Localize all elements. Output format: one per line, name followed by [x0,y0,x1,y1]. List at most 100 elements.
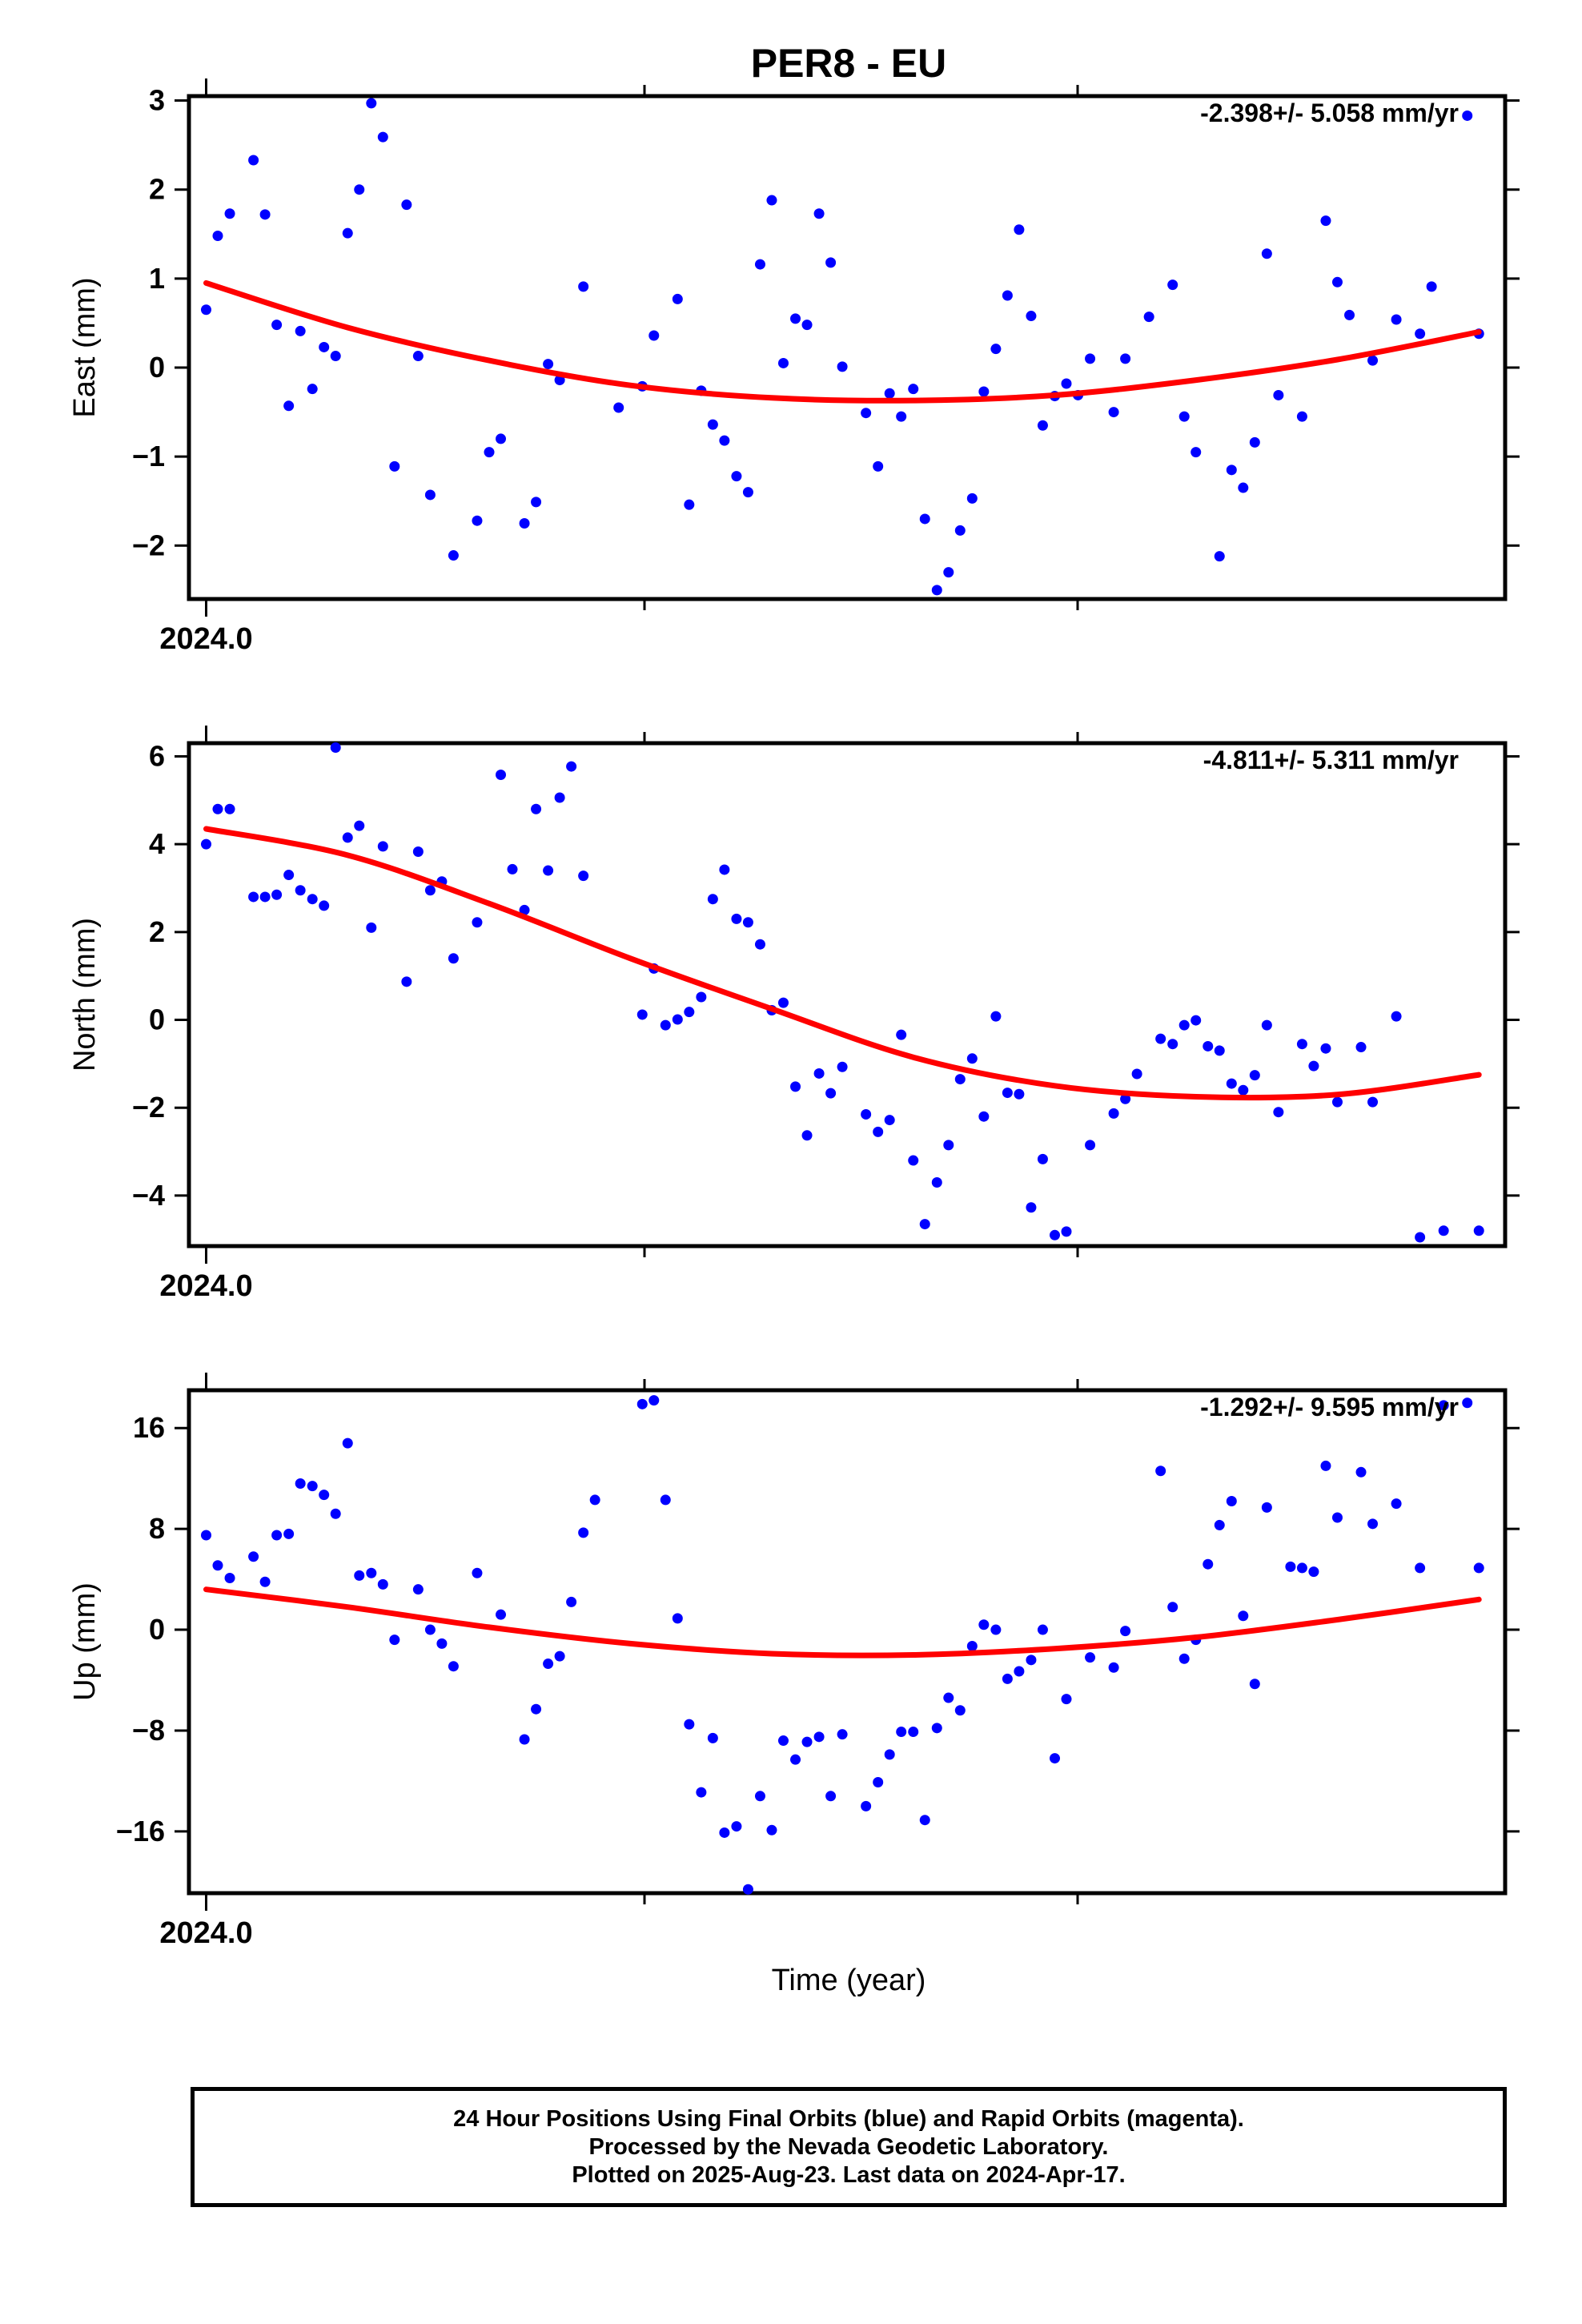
data-point [1331,1096,1343,1108]
data-point [1344,309,1355,320]
data-points [200,98,1484,596]
data-point [1085,1140,1096,1151]
data-point [248,891,259,903]
data-point [1037,1153,1048,1164]
data-point [908,1155,919,1166]
data-point [990,1011,1002,1022]
data-point [873,460,884,472]
data-point [283,400,295,412]
data-point [307,894,318,905]
data-point [1238,482,1249,493]
data-point [271,320,283,331]
data-point [519,518,530,529]
fit-curve [203,1586,1482,1659]
data-point [448,550,459,561]
data-point [742,1884,753,1895]
data-point [342,227,353,239]
data-point [1203,1558,1214,1570]
data-point [354,184,365,195]
rate-label: -1.292+/- 9.595 mm/yr [1200,1393,1459,1421]
data-point [966,1641,978,1652]
y-tick-label: 1 [149,262,165,295]
data-point [648,1395,660,1406]
data-point [1367,1518,1379,1530]
data-point [931,1723,942,1734]
data-point [212,1560,223,1571]
data-point [1415,1232,1426,1243]
data-point [1167,1039,1178,1050]
data-point [801,320,813,331]
data-point [366,1567,377,1578]
data-point [777,997,789,1008]
data-point [1002,1088,1013,1099]
data-point [354,1570,365,1581]
x-tick-label: 2024.0 [159,1916,252,1950]
data-point [672,1613,683,1624]
y-tick-label: 2 [149,173,165,206]
panel-north: 6 4 2 0 −2 −4 2024.0 North (mm) -4.811+/- 5.311 … [68,726,1520,1303]
data-point [401,199,412,211]
data-point [342,832,353,843]
data-point [978,386,990,397]
data-point [259,891,271,903]
data-point [1367,1096,1379,1108]
y-axis-label: East (mm) [68,277,102,417]
data-point [636,1009,648,1020]
data-point [448,953,459,964]
figure-title: PER8 - EU [751,41,947,86]
data-points [200,742,1484,1243]
data-point [766,1824,777,1835]
data-point [496,1609,507,1620]
data-point [531,1703,542,1715]
data-point [531,803,542,814]
data-point [1426,281,1437,292]
data-point [1178,411,1190,422]
data-point [990,1624,1002,1635]
data-point [919,513,930,525]
data-point [1226,464,1237,476]
data-point [259,1576,271,1587]
y-tick-label: −16 [116,1815,165,1848]
data-point [543,359,554,370]
data-point [1320,1460,1331,1471]
data-point [777,357,789,368]
data-point [1308,1060,1319,1072]
data-point [1061,1226,1072,1237]
data-point [1120,353,1131,364]
data-point [825,1791,837,1802]
data-point [613,402,624,413]
data-point [943,567,954,578]
data-point [200,1530,211,1541]
data-point [307,1481,318,1492]
data-point [1026,1202,1037,1213]
data-point [1355,1466,1367,1478]
data-point [636,1398,648,1409]
data-point [884,1115,895,1126]
data-point [684,499,695,510]
y-tick-label: −2 [132,1091,165,1124]
data-point [873,1776,884,1787]
plot-frame [187,1388,1508,1896]
data-point [731,913,742,924]
data-point [354,820,365,831]
data-point [931,585,942,596]
fit-curve [203,279,1482,404]
data-point [672,293,683,304]
fit-curve [203,826,1482,1101]
data-point [1296,1562,1307,1574]
data-point [766,195,777,206]
data-point [1391,1011,1402,1022]
data-point [224,1573,235,1584]
data-point [1226,1496,1237,1507]
data-point [813,208,825,219]
data-point [248,155,259,166]
data-point [1214,551,1225,562]
data-point [908,384,919,395]
y-tick-label: 8 [149,1512,165,1545]
data-point [660,1019,671,1031]
data-point [200,304,211,316]
data-point [1214,1045,1225,1056]
data-point [896,1029,907,1040]
data-point [954,525,966,536]
data-point [271,1530,283,1541]
